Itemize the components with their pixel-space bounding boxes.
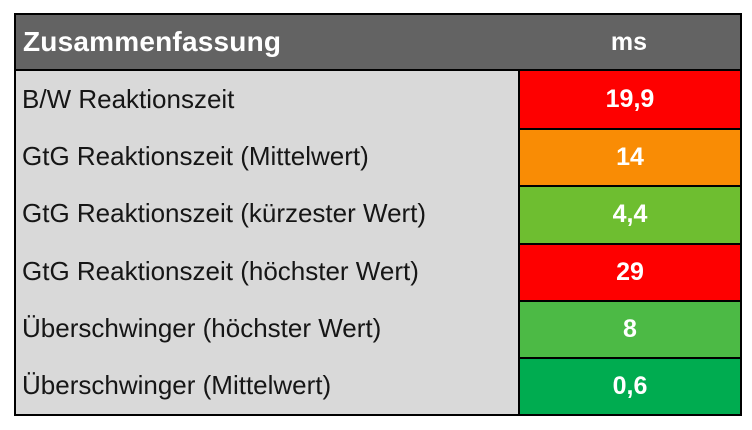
row-label: GtG Reaktionszeit (Mittelwert): [16, 128, 518, 186]
row-value: 8: [518, 299, 740, 357]
table-row: B/W Reaktionszeit 19,9: [16, 71, 740, 129]
row-value: 14: [518, 128, 740, 186]
row-label: Überschwinger (höchster Wert): [16, 299, 518, 357]
row-label: Überschwinger (Mittelwert): [16, 356, 518, 415]
row-label: GtG Reaktionszeit (höchster Wert): [16, 242, 518, 300]
table-row: GtG Reaktionszeit (höchster Wert) 29: [16, 242, 740, 300]
table-row: Überschwinger (höchster Wert) 8: [16, 299, 740, 357]
row-value: 4,4: [518, 185, 740, 243]
table-row: GtG Reaktionszeit (kürzester Wert) 4,4: [16, 185, 740, 243]
row-value: 19,9: [518, 71, 740, 129]
row-label: B/W Reaktionszeit: [16, 71, 518, 129]
row-label: GtG Reaktionszeit (kürzester Wert): [16, 185, 518, 243]
response-time-summary-table: Zusammenfassung ms B/W Reaktionszeit 19,…: [14, 13, 742, 416]
table-row: GtG Reaktionszeit (Mittelwert) 14: [16, 128, 740, 186]
table-title: Zusammenfassung: [23, 26, 282, 57]
table-header-row: Zusammenfassung ms: [16, 15, 740, 71]
unit-column-header: ms: [610, 27, 648, 56]
row-value: 29: [518, 242, 740, 300]
table-row: Überschwinger (Mittelwert) 0,6: [16, 356, 740, 415]
row-value: 0,6: [518, 356, 740, 415]
